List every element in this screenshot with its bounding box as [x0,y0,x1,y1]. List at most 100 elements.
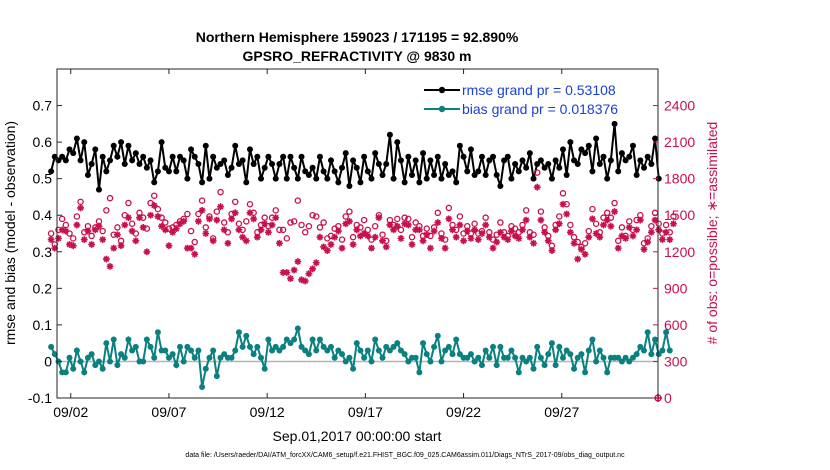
assimilated-count-point [239,233,247,241]
rmse-point [151,179,158,186]
rmse-point [176,153,183,160]
assimilated-count-point [305,270,313,278]
bias-point [118,351,125,358]
rmse-point [232,142,239,149]
rmse-point [401,179,408,186]
possible-count-point [357,224,364,231]
possible-count-point [128,220,136,228]
possible-count-point [283,235,291,242]
bias-point [327,343,334,350]
bias-point [320,343,327,350]
assimilated-count-point [279,269,287,276]
bias-point [269,347,276,354]
possible-count-point [290,218,298,225]
rmse-point [379,172,386,179]
rmse-point [515,168,522,175]
bias-point [309,336,316,343]
assimilated-count-point [150,202,158,209]
bias-point [412,354,419,361]
bias-point [283,336,290,343]
possible-count-point [460,230,467,237]
rmse-point [291,164,298,171]
bias-point [600,354,607,361]
assimilated-count-point [386,221,394,229]
possible-count-point [187,227,195,235]
rmse-point [556,164,563,171]
bias-point [423,351,430,358]
bias-point [648,351,655,358]
legend-box [422,78,650,120]
assimilated-count-point [312,259,320,267]
bias-point [202,365,209,372]
bias-point [641,347,648,354]
rmse-point [637,157,644,164]
rmse-point [644,153,651,160]
rmse-point [224,172,231,179]
bias-point [475,354,482,361]
bias-point [364,347,371,354]
bias-point [626,358,633,365]
rmse-point [453,179,460,186]
possible-count-point [191,238,198,246]
rmse-point [482,172,489,179]
possible-count-point [603,209,611,217]
rmse-point [519,157,526,164]
bias-point [512,354,519,361]
y-axis-right: 0 300 600 900 1200 1500 1800 2100 2400 [653,98,695,406]
bias-point [545,351,552,358]
bias-point [232,347,239,354]
bias-point [622,354,629,361]
bias-point [637,343,644,350]
possible-count-point [408,233,416,241]
rmse-point [600,153,607,160]
rmse-point [593,135,600,142]
rmse-point [652,135,659,142]
bias-point [519,354,526,361]
possible-count-point [62,221,70,229]
possible-count-point [162,219,169,226]
assimilated-count-point [368,244,375,252]
possible-count-point [581,239,589,247]
legend-rmse-marker [438,86,446,94]
chart-subtitle: GPSRO_REFRACTIVITY @ 9830 m [243,48,472,64]
rmse-point [265,153,272,160]
possible-count-point [405,215,412,223]
bias-point [191,354,198,361]
rmse-point [626,153,633,160]
rmse-point [195,161,202,168]
bias-point [541,362,548,369]
y-left-tick-label: 0.2 [33,280,53,296]
assimilated-count-point [342,220,350,228]
possible-count-point [511,225,519,232]
bias-point [368,358,375,365]
rmse-point [368,175,375,182]
rmse-point [272,175,279,182]
rmse-point [136,161,143,168]
assimilated-count-point [268,221,276,229]
possible-count-point [456,213,464,220]
bias-point [427,358,434,365]
bias-point [110,336,117,343]
assimilated-count-point [161,226,169,234]
rmse-point [305,172,312,179]
assimilated-count-point [121,221,129,229]
bias-point [73,347,80,354]
assimilated-count-point [183,244,191,252]
possible-count-point [397,226,405,234]
rmse-point [582,150,589,157]
rmse-point [114,153,121,160]
possible-count-point [614,237,622,245]
y-axis-left: -0.1 0 0.1 0.2 0.3 0.4 0.5 0.6 0.7 [28,98,62,406]
x-axis-label: Sep.01,2017 00:00:00 start [273,428,442,444]
possible-count-point [648,222,655,230]
assimilated-count-point [375,214,383,222]
assimilated-count-point [88,241,96,248]
possible-count-point [150,192,158,199]
rmse-point [493,172,500,179]
rmse-point [129,157,136,164]
bias-point [239,343,246,350]
bias-point [339,351,346,358]
rmse-point [99,153,106,160]
bias-point [195,347,202,354]
possible-count-point [662,221,670,229]
